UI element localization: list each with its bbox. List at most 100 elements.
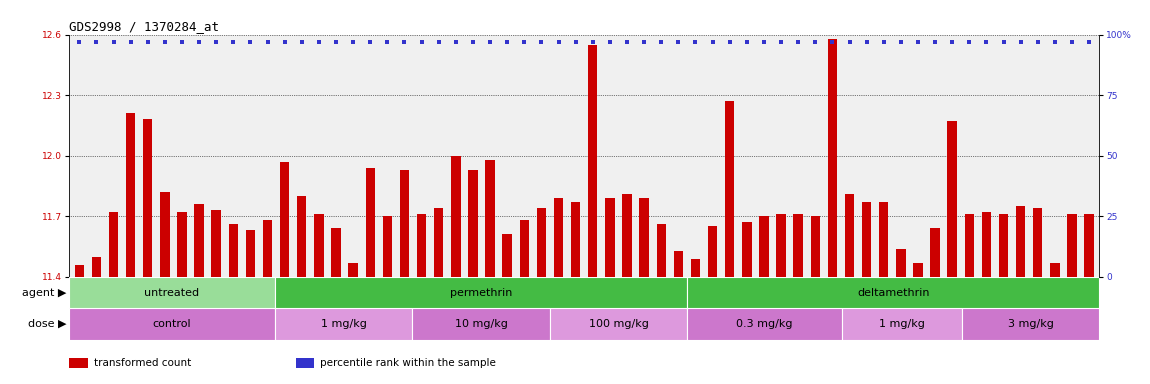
Bar: [537, 208, 546, 277]
Bar: [75, 265, 84, 277]
Bar: [999, 214, 1009, 277]
Bar: [674, 251, 683, 277]
Bar: [963, 308, 1099, 340]
Bar: [109, 212, 118, 277]
Bar: [688, 277, 1099, 308]
Point: [995, 39, 1013, 45]
Bar: [125, 113, 136, 277]
Bar: [776, 214, 785, 277]
Point: [891, 39, 910, 45]
Text: percentile rank within the sample: percentile rank within the sample: [321, 358, 497, 368]
Text: dose ▶: dose ▶: [29, 319, 67, 329]
Bar: [842, 308, 963, 340]
Bar: [275, 308, 413, 340]
Bar: [279, 162, 290, 277]
Bar: [639, 198, 649, 277]
Point: [378, 39, 397, 45]
Point: [532, 39, 551, 45]
Point: [772, 39, 790, 45]
Point: [172, 39, 191, 45]
Text: 0.3 mg/kg: 0.3 mg/kg: [736, 319, 792, 329]
Bar: [92, 257, 101, 277]
Point: [87, 39, 106, 45]
Point: [138, 39, 156, 45]
Point: [600, 39, 619, 45]
Text: 100 mg/kg: 100 mg/kg: [589, 319, 649, 329]
Point: [858, 39, 876, 45]
Bar: [297, 196, 307, 277]
Bar: [948, 121, 957, 277]
Bar: [520, 220, 529, 277]
Bar: [828, 39, 837, 277]
Bar: [913, 263, 922, 277]
Bar: [69, 308, 275, 340]
Bar: [570, 202, 581, 277]
Point: [224, 39, 243, 45]
Bar: [1050, 263, 1059, 277]
Bar: [1067, 214, 1076, 277]
Point: [618, 39, 636, 45]
Bar: [742, 222, 751, 277]
Bar: [212, 210, 221, 277]
Text: permethrin: permethrin: [450, 288, 513, 298]
Bar: [896, 248, 905, 277]
Bar: [793, 214, 803, 277]
Point: [687, 39, 705, 45]
Point: [190, 39, 208, 45]
Bar: [177, 212, 186, 277]
Point: [155, 39, 174, 45]
Point: [259, 39, 277, 45]
Point: [1080, 39, 1098, 45]
Bar: [588, 45, 598, 277]
Bar: [451, 156, 460, 277]
Bar: [194, 204, 204, 277]
Point: [806, 39, 825, 45]
Bar: [550, 308, 688, 340]
Point: [583, 39, 601, 45]
Text: 1 mg/kg: 1 mg/kg: [879, 319, 925, 329]
Bar: [383, 216, 392, 277]
Bar: [246, 230, 255, 277]
Text: 3 mg/kg: 3 mg/kg: [1007, 319, 1053, 329]
Bar: [468, 170, 477, 277]
Point: [550, 39, 568, 45]
Point: [396, 39, 414, 45]
Point: [463, 39, 482, 45]
Point: [926, 39, 944, 45]
Point: [105, 39, 123, 45]
Point: [327, 39, 345, 45]
Point: [1012, 39, 1030, 45]
Bar: [434, 208, 444, 277]
Bar: [605, 198, 614, 277]
Point: [242, 39, 260, 45]
Bar: [263, 220, 273, 277]
Bar: [930, 228, 940, 277]
Point: [652, 39, 670, 45]
Bar: [69, 358, 87, 368]
Point: [908, 39, 927, 45]
Point: [1063, 39, 1081, 45]
Point: [1045, 39, 1064, 45]
Point: [207, 39, 225, 45]
Bar: [314, 214, 323, 277]
Bar: [554, 198, 564, 277]
Bar: [1015, 206, 1026, 277]
Point: [446, 39, 465, 45]
Point: [737, 39, 756, 45]
Point: [874, 39, 892, 45]
Bar: [417, 214, 427, 277]
Bar: [331, 228, 340, 277]
Text: transformed count: transformed count: [94, 358, 191, 368]
Bar: [1033, 208, 1043, 277]
Bar: [982, 212, 991, 277]
Bar: [296, 358, 314, 368]
Bar: [691, 259, 700, 277]
Point: [429, 39, 447, 45]
Bar: [708, 227, 718, 277]
Point: [978, 39, 996, 45]
Point: [122, 39, 140, 45]
Bar: [503, 235, 512, 277]
Bar: [400, 170, 409, 277]
Point: [635, 39, 653, 45]
Text: deltamethrin: deltamethrin: [857, 288, 929, 298]
